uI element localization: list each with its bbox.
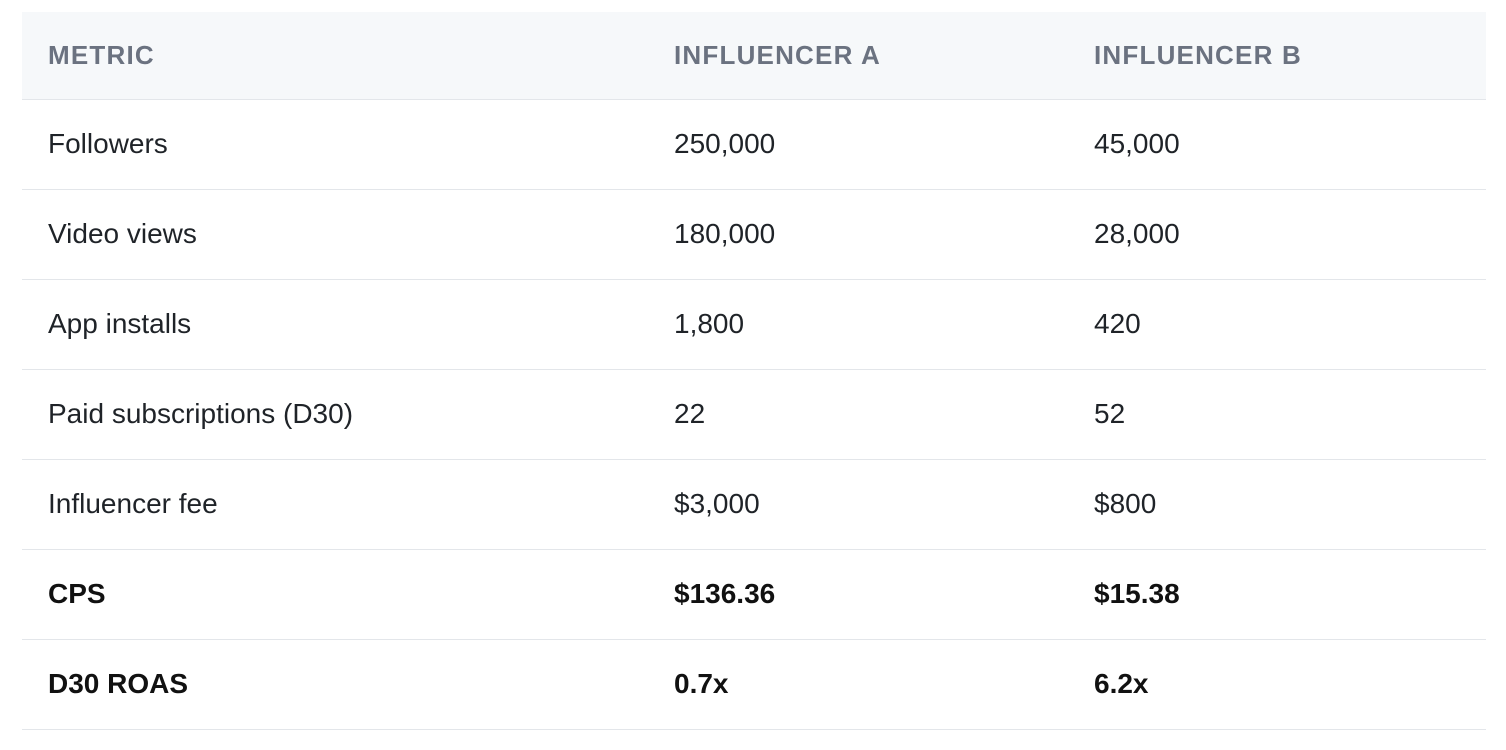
- influencer-b-cell: 52: [1068, 369, 1486, 460]
- table-row-summary: D30 ROAS 0.7x 6.2x: [22, 639, 1486, 730]
- metric-cell: CPS: [22, 549, 648, 640]
- influencer-b-cell: $15.38: [1068, 549, 1486, 640]
- influencer-b-cell: 420: [1068, 279, 1486, 370]
- header-influencer-a: INFLUENCER A: [648, 12, 1068, 100]
- influencer-a-cell: 250,000: [648, 99, 1068, 190]
- header-influencer-b: INFLUENCER B: [1068, 12, 1486, 100]
- table-row-summary: CPS $136.36 $15.38: [22, 549, 1486, 640]
- metric-cell: Influencer fee: [22, 459, 648, 550]
- metric-cell: D30 ROAS: [22, 639, 648, 730]
- influencer-a-cell: 1,800: [648, 279, 1068, 370]
- influencer-b-cell: 28,000: [1068, 189, 1486, 280]
- comparison-table-container: METRIC INFLUENCER A INFLUENCER B Followe…: [22, 12, 1486, 730]
- metric-cell: Followers: [22, 99, 648, 190]
- influencer-b-cell: 45,000: [1068, 99, 1486, 190]
- influencer-a-cell: $136.36: [648, 549, 1068, 640]
- influencer-b-cell: $800: [1068, 459, 1486, 550]
- metric-cell: App installs: [22, 279, 648, 370]
- header-metric: METRIC: [22, 12, 648, 100]
- header-row: METRIC INFLUENCER A INFLUENCER B: [22, 12, 1486, 100]
- influencer-a-cell: $3,000: [648, 459, 1068, 550]
- influencer-b-cell: 6.2x: [1068, 639, 1486, 730]
- table-body: Followers 250,000 45,000 Video views 180…: [22, 99, 1486, 730]
- table-row: Followers 250,000 45,000: [22, 99, 1486, 190]
- influencer-a-cell: 22: [648, 369, 1068, 460]
- influencer-a-cell: 0.7x: [648, 639, 1068, 730]
- metric-cell: Paid subscriptions (D30): [22, 369, 648, 460]
- table-row: Video views 180,000 28,000: [22, 189, 1486, 280]
- influencer-a-cell: 180,000: [648, 189, 1068, 280]
- table-row: App installs 1,800 420: [22, 279, 1486, 370]
- metric-cell: Video views: [22, 189, 648, 280]
- table-row: Paid subscriptions (D30) 22 52: [22, 369, 1486, 460]
- table-row: Influencer fee $3,000 $800: [22, 459, 1486, 550]
- influencer-comparison-table: METRIC INFLUENCER A INFLUENCER B Followe…: [22, 12, 1486, 730]
- table-header: METRIC INFLUENCER A INFLUENCER B: [22, 12, 1486, 100]
